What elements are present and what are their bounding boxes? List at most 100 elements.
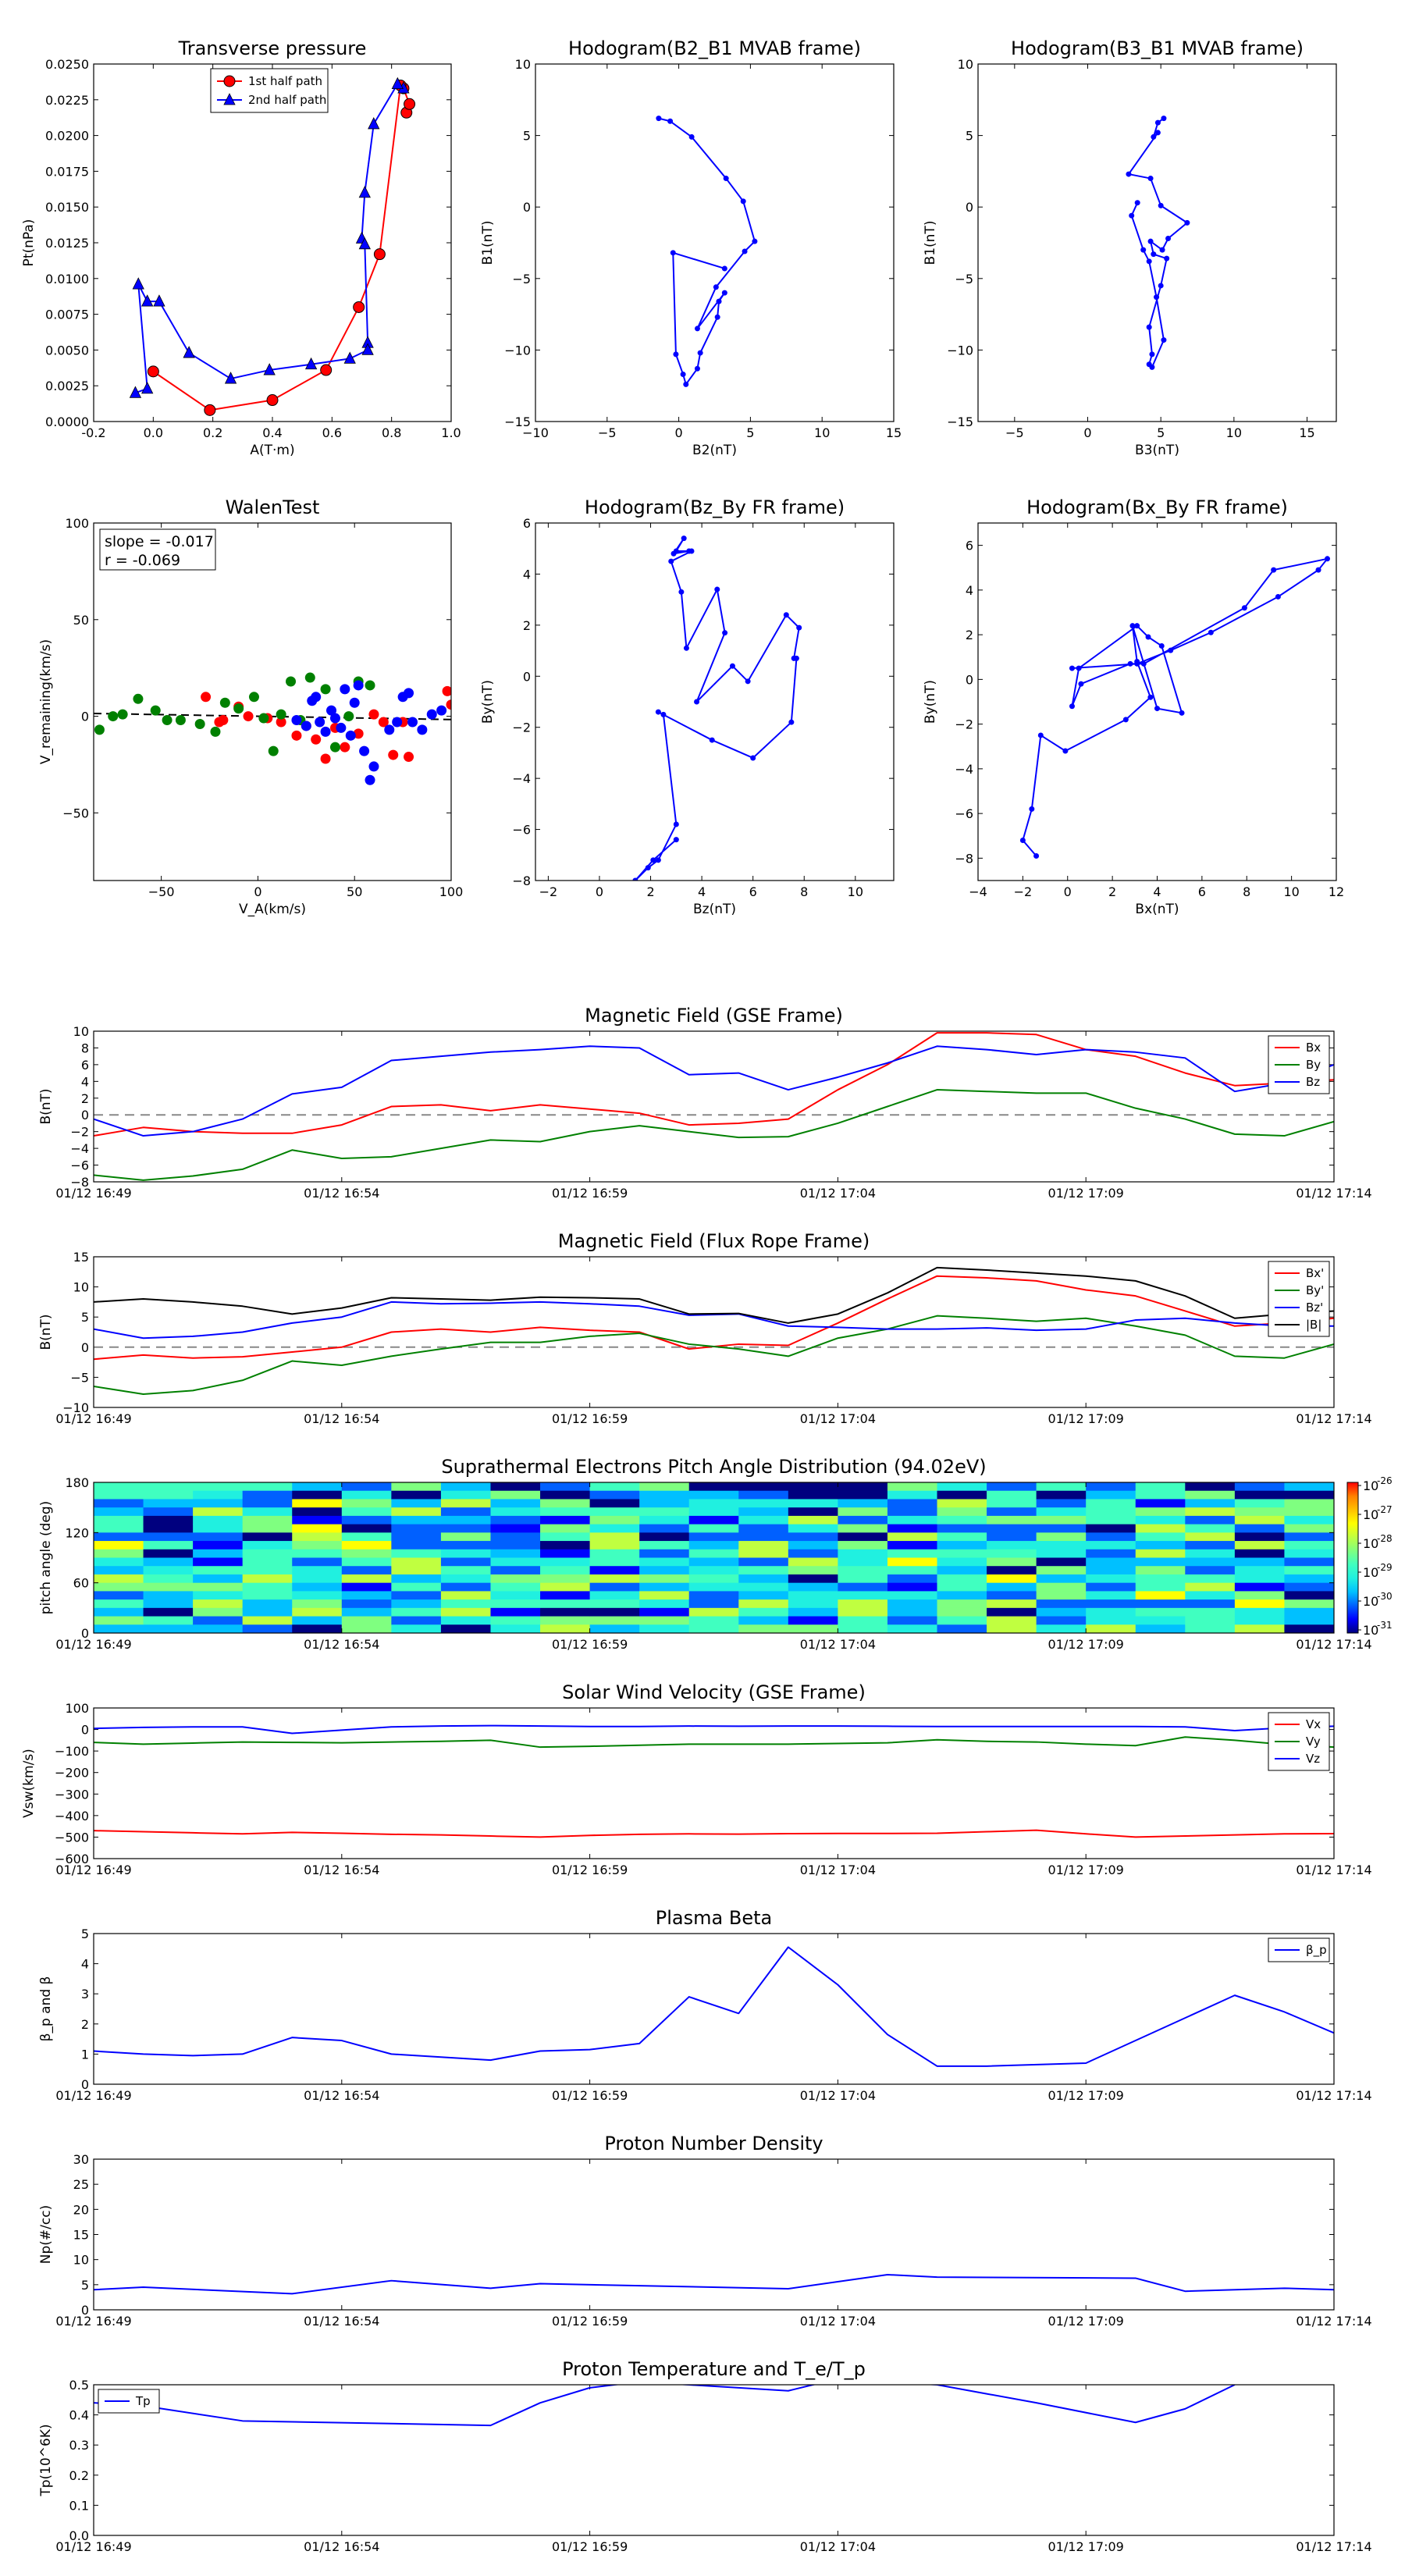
- data-point: [694, 326, 700, 332]
- data-point: [694, 699, 700, 705]
- plot-frame: [93, 1482, 1335, 1634]
- figure-panels: Transverse pressure0.00000.00250.00500.0…: [21, 37, 1393, 2554]
- heatmap-cell: [589, 1541, 640, 1550]
- heatmap-cell: [143, 1574, 194, 1584]
- chart-tp: Transverse pressure 0.0000 0.0025 0.0050 0.0…: [21, 37, 461, 458]
- heatmap-cell: [788, 1566, 838, 1575]
- y-axis-label: Vsw(km/s): [21, 1749, 37, 1818]
- heatmap-cell: [1086, 1499, 1136, 1508]
- y-tick-label: 2: [81, 1091, 89, 1106]
- heatmap-cell: [292, 1490, 343, 1500]
- data-point: [1315, 567, 1321, 573]
- heatmap-cell: [688, 1482, 739, 1492]
- heatmap-cell: [490, 1482, 541, 1492]
- x-tick-label: 01/12 16:49: [55, 1411, 131, 1426]
- data-point: [108, 711, 119, 722]
- data-point: [286, 676, 297, 687]
- heatmap-cell: [1284, 1515, 1334, 1525]
- data-point: [404, 98, 416, 110]
- heatmap-cell: [540, 1524, 591, 1533]
- legend-label: Vz: [1306, 1752, 1320, 1766]
- heatmap-cell: [937, 1624, 987, 1633]
- data-point: [1158, 202, 1164, 208]
- x-tick-label: 01/12 16:49: [55, 1637, 131, 1652]
- data-point: [678, 589, 685, 595]
- heatmap-cell: [937, 1599, 987, 1609]
- heatmap-cell: [738, 1507, 789, 1517]
- data-point: [1149, 364, 1155, 370]
- heatmap-cell: [490, 1541, 541, 1550]
- y-axis-label: β_p and β: [38, 1976, 54, 2042]
- heatmap-cell: [1284, 1566, 1334, 1575]
- heatmap-cell: [987, 1566, 1037, 1575]
- y-tick-label: −8: [955, 851, 973, 866]
- colorbar-label: 10: [1363, 1478, 1378, 1493]
- heatmap-cell: [887, 1566, 938, 1575]
- x-tick-label: 01/12 17:04: [800, 2314, 876, 2329]
- heatmap-cell: [589, 1557, 640, 1567]
- heatmap-cell: [639, 1515, 690, 1525]
- heatmap-cell: [242, 1591, 293, 1600]
- y-axis-label: B1(nT): [480, 221, 496, 265]
- colorbar-label: 10: [1363, 1565, 1378, 1580]
- chart-beta: Plasma Beta 0 1 2 3 4 5 01/12 16:49 01/12 16:54 0…: [38, 1907, 1372, 2103]
- heatmap-cell: [937, 1591, 987, 1600]
- heatmap-cell: [738, 1582, 789, 1592]
- heatmap-cell: [887, 1532, 938, 1542]
- data-point: [320, 684, 331, 695]
- data-point: [1146, 324, 1152, 330]
- y-tick-label: 0.0: [69, 2528, 89, 2543]
- heatmap-cell: [490, 1557, 541, 1567]
- heatmap-cell: [143, 1541, 194, 1550]
- heatmap-cell: [94, 1574, 144, 1584]
- series-Vz: [94, 1724, 1334, 1735]
- series-β_p: [94, 1946, 1334, 2067]
- chart-title: Hodogram(Bx_By FR frame): [1026, 496, 1288, 518]
- chart-title: Transverse pressure: [178, 37, 367, 59]
- x-tick-label: 0.4: [262, 425, 282, 440]
- heatmap-cell: [937, 1557, 987, 1567]
- y-tick-label: 5: [523, 129, 531, 144]
- plot-frame: [93, 1933, 1335, 2085]
- heatmap-cell: [1036, 1599, 1087, 1609]
- heatmap-cell: [440, 1541, 491, 1550]
- heatmap-cell: [242, 1574, 293, 1584]
- heatmap-cell: [490, 1582, 541, 1592]
- heatmap-cell: [490, 1499, 541, 1508]
- chart-title: WalenTest: [226, 496, 320, 518]
- heatmap-cell: [341, 1524, 392, 1533]
- data-point: [368, 761, 379, 772]
- heatmap-cell: [193, 1499, 244, 1508]
- y-tick-label: 3: [81, 1987, 89, 2001]
- legend: 1st half path 2nd half path: [210, 68, 329, 113]
- chart-title: Proton Temperature and T_e/T_p: [562, 2358, 866, 2380]
- data-point: [680, 372, 686, 378]
- heatmap-cell: [887, 1582, 938, 1592]
- plot-area: [94, 2273, 1334, 2295]
- heatmap-cell: [1135, 1607, 1186, 1617]
- plot-frame: [93, 2384, 1335, 2536]
- heatmap-cell: [440, 1482, 491, 1492]
- heatmap-cell: [738, 1616, 789, 1625]
- data-point: [668, 558, 674, 564]
- data-point: [1147, 176, 1154, 182]
- heatmap-cell: [738, 1524, 789, 1533]
- data-point: [368, 117, 380, 130]
- x-tick-label: 01/12 17:14: [1296, 1863, 1371, 1877]
- chart-title: Suprathermal Electrons Pitch Angle Distr…: [441, 1456, 986, 1478]
- heatmap-cell: [688, 1616, 739, 1625]
- series-B2-B1: [656, 116, 758, 387]
- heatmap-cell: [1135, 1507, 1186, 1517]
- y-tick-label: −200: [55, 1766, 89, 1781]
- data-point: [645, 865, 651, 871]
- data-point: [219, 697, 230, 708]
- heatmap-cell: [193, 1574, 244, 1584]
- heatmap-cell: [688, 1591, 739, 1600]
- data-point: [446, 699, 451, 710]
- series-line: [152, 84, 411, 411]
- heatmap-cell: [242, 1599, 293, 1609]
- heatmap-cell: [341, 1607, 392, 1617]
- data-point: [223, 93, 236, 105]
- heatmap-cell: [242, 1557, 293, 1567]
- y-tick-label: 180: [65, 1475, 89, 1490]
